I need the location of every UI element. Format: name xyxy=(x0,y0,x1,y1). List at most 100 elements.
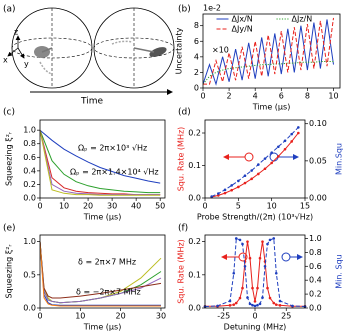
series-line xyxy=(40,130,161,196)
data-point xyxy=(251,286,254,290)
data-point xyxy=(266,286,269,290)
x-tick-label: 6 xyxy=(279,92,284,101)
y-tick-label: 1.0 xyxy=(23,126,36,135)
data-point xyxy=(217,192,220,195)
data-point xyxy=(223,191,227,195)
x-tick-label: 8 xyxy=(305,92,310,101)
x-tick-label: 4 xyxy=(253,92,258,101)
data-point xyxy=(246,240,249,243)
x-tick-label: 25 xyxy=(281,312,291,321)
data-point xyxy=(268,296,272,300)
data-point xyxy=(243,264,247,268)
data-point xyxy=(251,303,254,307)
y-axis-label: Uncertainty xyxy=(175,27,184,74)
series-line xyxy=(203,61,334,85)
y2-tick-label: 0.4 xyxy=(309,276,322,285)
series-line xyxy=(203,19,334,86)
legend-label: ΔJy/N xyxy=(232,25,253,34)
data-point xyxy=(278,304,282,307)
x-tick-label: 0 xyxy=(37,202,42,211)
annotation: Ωₚ = 2π×1.4×10⁴ √Hz xyxy=(70,168,159,177)
plot-frame xyxy=(202,13,341,89)
data-point xyxy=(234,237,238,240)
data-point xyxy=(223,188,227,192)
annotation: Ωₚ = 2π×10³ √Hz xyxy=(78,144,147,153)
series-line xyxy=(205,237,305,308)
annotation: δ = −2π×7 MHz xyxy=(76,288,141,297)
data-point xyxy=(230,184,233,187)
data-point xyxy=(270,161,273,165)
data-point xyxy=(234,301,238,305)
y-tick-label: 4 xyxy=(194,52,199,61)
data-point xyxy=(263,157,267,160)
data-point xyxy=(283,147,287,151)
legend-label: ΔJx/N xyxy=(232,15,253,24)
time-caption: Time xyxy=(80,97,103,107)
series-line xyxy=(40,241,162,304)
x-tick-label: 15 xyxy=(300,202,310,211)
panel: (b) 0 2 4 6 8 10 0 2 4 6 8 Time (μs) Uncertainty 1e-2 ×… xyxy=(175,4,341,112)
data-point xyxy=(256,286,259,290)
panel: (e) 0 10 20 30 0.0 0.5 1.0 Time (μs) Squeezing ξ²… xyxy=(3,224,166,332)
data-point xyxy=(250,169,253,172)
y-tick-label: 0.0 xyxy=(188,194,201,203)
y-axis-label: Squ. Rate (MHz) xyxy=(177,127,186,192)
y-tick-label: 0.0 xyxy=(23,304,36,313)
y-tick-label: 0.0 xyxy=(23,194,36,203)
x-tick-label: 30 xyxy=(107,202,117,211)
data-point xyxy=(253,304,257,308)
data-point xyxy=(258,302,262,306)
series-marker-ring xyxy=(244,152,254,162)
series-line xyxy=(40,241,161,306)
data-point xyxy=(277,155,280,158)
plot-frame xyxy=(204,234,306,309)
data-point xyxy=(263,167,267,171)
axis-label: z xyxy=(14,28,18,37)
data-point xyxy=(237,185,240,189)
series-line xyxy=(40,241,162,299)
series-line xyxy=(203,17,334,85)
y-tick-label: 6 xyxy=(194,37,199,46)
data-point xyxy=(268,238,272,242)
data-point xyxy=(210,195,213,198)
y2-tick-label: 0.00 xyxy=(309,194,327,203)
y-axis-label: Squeezing ξ²ᵣ xyxy=(5,244,14,299)
legend-arrows xyxy=(221,152,303,262)
y2-tick-label: 0.05 xyxy=(309,156,327,165)
y2-tick-label: 0.10 xyxy=(309,119,327,128)
legend-label: ΔJz/N xyxy=(292,15,313,24)
data-point xyxy=(216,304,219,308)
series-line xyxy=(40,130,161,196)
y-tick-label: 0 xyxy=(194,84,199,93)
diagram: (a) z x y Time xyxy=(3,5,175,107)
y-tick-label: 0.6 xyxy=(23,153,36,162)
plot-frame xyxy=(39,119,166,199)
annotation: ×10 xyxy=(212,46,229,55)
y2-tick-label: 0.2 xyxy=(309,290,322,299)
y-tick-label: 0.2 xyxy=(188,129,201,138)
y-tick-label: 0.5 xyxy=(23,270,36,279)
data-point xyxy=(283,139,287,143)
y-axis-label: Squeezing ξ²ᵣ xyxy=(5,131,14,186)
x-tick-label: 10 xyxy=(267,202,277,211)
x-tick-label: 10 xyxy=(59,202,69,211)
y-axis-label: Squ. Rate (MHz) xyxy=(177,239,186,304)
panel-label: (a) xyxy=(3,5,16,15)
x-tick-label: 0 xyxy=(252,312,257,321)
panel: (f) -25 0 25 0.0 0.1 0.2 0.0 0.2 0.4 0.6 0.8 1.0 Detu… xyxy=(177,224,344,332)
data-point xyxy=(241,242,244,246)
data-point xyxy=(243,174,247,178)
axis-label: y xyxy=(24,60,29,69)
panel-label: (d) xyxy=(178,108,191,118)
data-point xyxy=(248,302,252,306)
x-tick-label: 40 xyxy=(131,202,141,211)
panel-label: (c) xyxy=(3,108,15,118)
data-point xyxy=(250,177,253,181)
panel-label: (f) xyxy=(178,224,188,234)
x-tick-label: 20 xyxy=(83,202,93,211)
data-point xyxy=(263,264,267,268)
series-line xyxy=(211,127,299,197)
data-point xyxy=(257,163,260,166)
data-point xyxy=(274,271,278,275)
